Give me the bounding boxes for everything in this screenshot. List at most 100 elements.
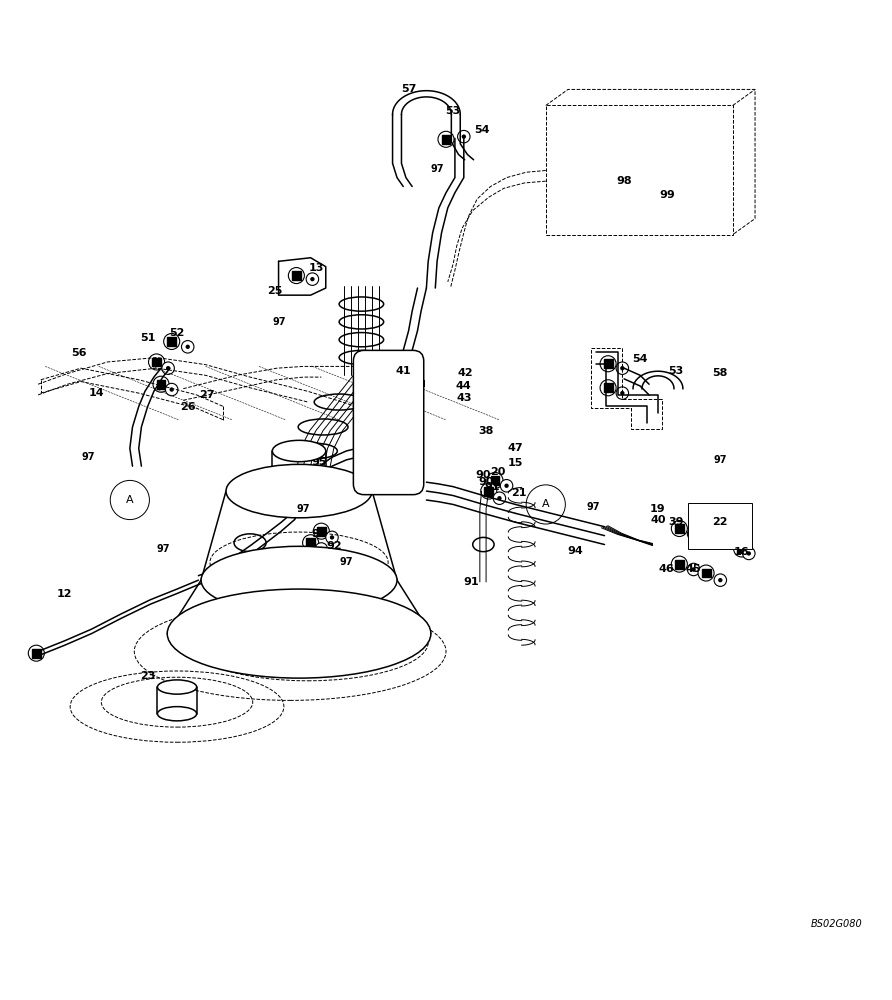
Ellipse shape <box>167 589 431 678</box>
Circle shape <box>29 645 45 661</box>
Circle shape <box>620 391 624 395</box>
Circle shape <box>376 373 400 396</box>
Ellipse shape <box>158 680 196 694</box>
Text: 91: 91 <box>484 482 500 492</box>
Text: 98: 98 <box>616 176 632 186</box>
Text: 38: 38 <box>478 426 494 436</box>
Circle shape <box>169 387 174 392</box>
Circle shape <box>326 531 338 544</box>
Text: BS02G080: BS02G080 <box>811 919 863 929</box>
Polygon shape <box>442 135 450 144</box>
Circle shape <box>493 492 506 504</box>
Text: 97: 97 <box>430 164 444 174</box>
Circle shape <box>742 547 755 560</box>
FancyBboxPatch shape <box>353 350 424 495</box>
Circle shape <box>605 189 617 202</box>
Circle shape <box>186 345 190 349</box>
Circle shape <box>458 130 470 143</box>
Circle shape <box>165 383 178 396</box>
Polygon shape <box>153 358 161 366</box>
FancyBboxPatch shape <box>689 503 752 549</box>
Circle shape <box>310 277 315 281</box>
Circle shape <box>718 578 723 582</box>
Circle shape <box>153 376 169 392</box>
Circle shape <box>600 356 616 372</box>
Ellipse shape <box>272 440 326 462</box>
Ellipse shape <box>201 546 397 614</box>
Circle shape <box>733 541 749 557</box>
Polygon shape <box>604 359 613 368</box>
Text: 47: 47 <box>508 443 524 453</box>
Text: 51: 51 <box>140 333 155 343</box>
Text: 26: 26 <box>180 402 195 412</box>
Circle shape <box>722 538 726 542</box>
Text: 40: 40 <box>650 515 665 525</box>
Circle shape <box>306 273 318 285</box>
Circle shape <box>672 556 688 572</box>
Polygon shape <box>157 380 165 389</box>
Circle shape <box>149 354 164 370</box>
Text: 22: 22 <box>713 517 728 527</box>
Text: 45: 45 <box>686 564 701 574</box>
Circle shape <box>376 410 400 433</box>
Circle shape <box>526 485 566 524</box>
Circle shape <box>302 535 318 551</box>
Text: 43: 43 <box>456 393 472 403</box>
Text: 39: 39 <box>668 517 683 527</box>
Polygon shape <box>317 527 326 536</box>
Polygon shape <box>167 337 176 346</box>
Circle shape <box>181 341 194 353</box>
Circle shape <box>315 543 327 555</box>
Text: 46: 46 <box>659 564 674 574</box>
Polygon shape <box>604 383 613 392</box>
Circle shape <box>166 366 170 370</box>
Circle shape <box>161 362 174 374</box>
Text: 56: 56 <box>71 348 87 358</box>
Text: 12: 12 <box>57 589 72 599</box>
Polygon shape <box>491 476 500 485</box>
Text: 13: 13 <box>310 263 325 273</box>
Circle shape <box>718 534 731 546</box>
FancyBboxPatch shape <box>546 105 732 235</box>
Circle shape <box>500 480 513 492</box>
Circle shape <box>313 523 329 539</box>
Circle shape <box>504 484 508 488</box>
Circle shape <box>376 390 400 414</box>
Circle shape <box>481 483 497 499</box>
Text: 54: 54 <box>632 354 648 364</box>
Polygon shape <box>306 538 315 547</box>
Circle shape <box>330 535 334 540</box>
Polygon shape <box>32 649 41 658</box>
Text: 90: 90 <box>478 477 494 487</box>
Text: 25: 25 <box>268 286 283 296</box>
Circle shape <box>376 431 400 454</box>
Polygon shape <box>675 524 684 533</box>
Circle shape <box>608 193 613 198</box>
Circle shape <box>691 567 696 572</box>
Text: 23: 23 <box>140 671 155 681</box>
Polygon shape <box>484 487 493 496</box>
Circle shape <box>163 333 179 349</box>
Circle shape <box>111 480 150 520</box>
Circle shape <box>487 472 503 488</box>
Text: 53: 53 <box>668 366 683 376</box>
Text: 91: 91 <box>463 577 479 587</box>
Circle shape <box>672 520 688 537</box>
Polygon shape <box>737 545 746 553</box>
Polygon shape <box>702 569 711 577</box>
Text: 95: 95 <box>312 457 327 467</box>
Text: 97: 97 <box>714 455 727 465</box>
Text: 21: 21 <box>511 488 527 498</box>
Circle shape <box>600 380 616 396</box>
Text: 20: 20 <box>490 467 506 477</box>
Polygon shape <box>292 271 301 280</box>
Text: A: A <box>542 499 549 509</box>
Polygon shape <box>675 560 684 569</box>
Text: 97: 97 <box>340 557 353 567</box>
Circle shape <box>714 574 727 586</box>
Circle shape <box>626 197 631 201</box>
Circle shape <box>319 547 324 551</box>
Circle shape <box>376 450 400 473</box>
Text: 92: 92 <box>326 541 343 551</box>
Text: 97: 97 <box>81 452 95 462</box>
